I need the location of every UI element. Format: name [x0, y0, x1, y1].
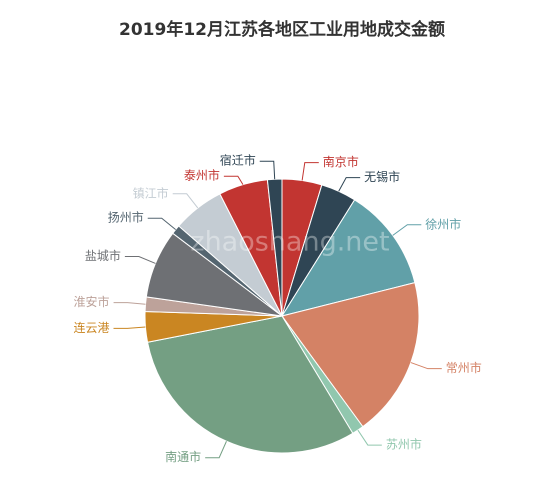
pie-slice	[146, 315, 354, 454]
pie-slice	[281, 281, 420, 428]
label-line	[392, 224, 422, 236]
slice-label: 南京市	[323, 154, 359, 169]
slice-label: 无锡市	[364, 169, 400, 184]
slice-label: 连云港	[73, 320, 109, 335]
slice-label: 南通市	[165, 449, 201, 464]
slice-label: 镇江市	[133, 185, 169, 200]
label-line	[205, 441, 227, 459]
label-line	[113, 326, 146, 329]
slice-label: 徐州市	[425, 216, 461, 231]
label-line	[172, 193, 199, 209]
slice-label: 泰州市	[184, 168, 220, 183]
label-line	[357, 429, 382, 446]
label-line	[223, 175, 244, 185]
label-line	[124, 256, 156, 264]
label-line	[410, 362, 442, 370]
watermark: zhaoshang.net	[190, 227, 389, 258]
label-line	[113, 302, 146, 305]
slice-label: 宿迁市	[220, 153, 256, 168]
pie-slice	[280, 199, 416, 317]
slice-label: 扬州市	[108, 210, 144, 225]
slice-label: 苏州市	[386, 437, 422, 452]
slice-label: 盐城市	[85, 248, 121, 263]
label-line	[338, 177, 361, 192]
slice-label: 淮安市	[74, 294, 110, 309]
slice-label: 常州市	[446, 360, 482, 375]
label-line	[147, 217, 177, 230]
label-line	[259, 160, 276, 180]
chart-title: 2019年12月江苏各地区工业用地成交金额	[119, 19, 445, 40]
label-line	[301, 162, 319, 181]
